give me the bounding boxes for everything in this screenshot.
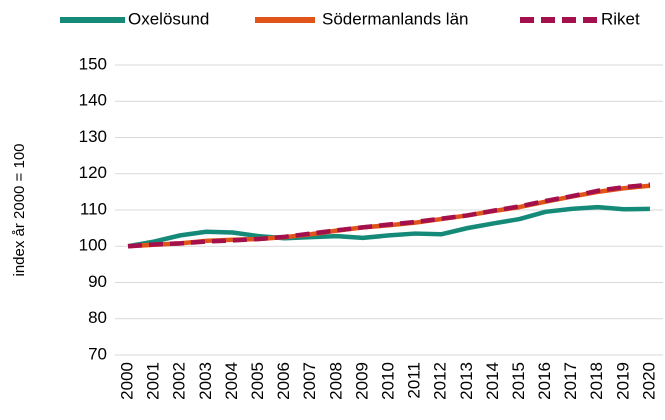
x-tick-label: 2012 [431,362,450,400]
x-tick-label: 2009 [352,362,371,400]
x-tick-label: 2005 [248,362,267,400]
x-tick-label: 2002 [170,362,189,400]
series-line [127,204,650,249]
legend-label: Riket [601,9,640,28]
y-axis-label: index år 2000 = 100 [11,143,28,276]
x-tick-label: 2014 [483,362,502,400]
y-tick-label: 90 [88,272,107,291]
x-tick-label: 2013 [457,362,476,400]
x-tick-label: 2015 [509,362,528,400]
x-tick-label: 2019 [613,362,632,400]
y-tick-label: 80 [88,308,107,327]
x-tick-label: 2000 [118,362,137,400]
x-tick-label: 2018 [587,362,606,400]
y-tick-label: 140 [79,91,107,110]
legend-label: Södermanlands län [322,9,468,28]
series-line [127,182,651,249]
x-tick-label: 2007 [300,362,319,400]
x-tick-label: 2008 [326,362,345,400]
x-tick-label: 2006 [274,362,293,400]
x-tick-label: 2004 [222,362,241,400]
x-tick-label: 2001 [144,362,163,400]
y-tick-label: 110 [80,199,107,218]
y-tick-label: 130 [79,127,107,146]
x-tick-label: 2003 [196,362,215,400]
legend-label: Oxelösund [128,9,209,28]
y-tick-label: 120 [79,163,107,182]
x-tick-label: 2017 [561,362,580,400]
x-tick-label: 2020 [639,362,658,400]
y-tick-label: 150 [79,54,107,73]
y-tick-label: 100 [79,236,107,255]
x-tick-label: 2011 [405,362,424,399]
x-tick-label: 2010 [378,362,397,400]
y-tick-label: 70 [88,344,107,363]
x-tick-label: 2016 [535,362,554,400]
